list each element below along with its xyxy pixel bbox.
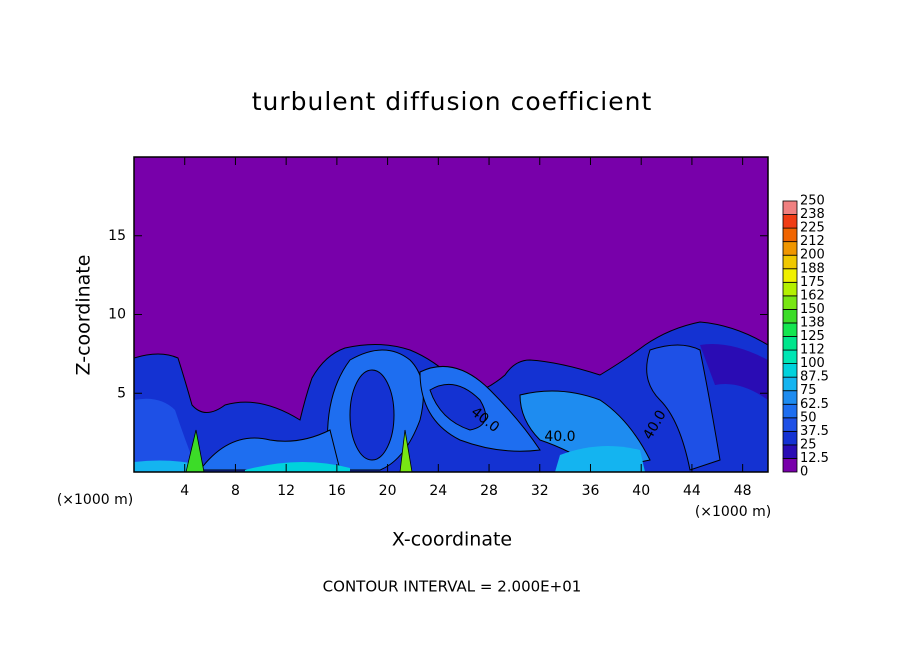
colorbar-label: 50	[800, 410, 817, 425]
colorbar-label: 175	[800, 275, 825, 290]
colorbar-swatch	[782, 295, 798, 310]
x-tick-label: 12	[277, 483, 295, 499]
colorbar-swatch	[782, 268, 798, 283]
x-tick-label: 32	[531, 483, 549, 499]
colorbar-swatch	[782, 254, 798, 270]
x-tick-label: 16	[328, 483, 346, 499]
colorbar-label: 138	[800, 315, 825, 330]
colorbar-swatch	[782, 322, 798, 337]
colorbar-label: 225	[800, 221, 825, 236]
colorbar-swatch	[782, 227, 798, 243]
colorbar-label: 100	[800, 356, 825, 371]
chart-title: turbulent diffusion coefficient	[252, 87, 653, 116]
colorbar-label: 12.5	[800, 451, 829, 466]
colorbar-label: 238	[800, 207, 825, 222]
colorbar-label: 37.5	[800, 424, 829, 439]
colorbar-label: 112	[800, 343, 825, 358]
x-tick-label: 28	[480, 483, 498, 499]
x-tick-label: 40	[632, 483, 650, 499]
y-unit-label: (×1000 m)	[57, 492, 133, 508]
x-axis-label: X-coordinate	[392, 529, 512, 551]
x-tick-label: 20	[379, 483, 397, 499]
colorbar-swatch	[782, 363, 798, 378]
y-tick-label: 5	[117, 385, 126, 401]
colorbar-swatch	[782, 200, 798, 215]
contour-label: 40.0	[544, 429, 575, 445]
y-tick-label: 10	[108, 307, 126, 323]
colorbar-swatch	[782, 308, 798, 324]
x-tick-label: 4	[180, 483, 189, 499]
x-tick-label: 24	[429, 483, 447, 499]
colorbar-swatch	[782, 214, 798, 229]
colorbar-label: 87.5	[800, 370, 829, 385]
x-unit-label: (×1000 m)	[695, 504, 771, 520]
colorbar-label: 150	[800, 302, 825, 317]
colorbar-swatch	[782, 376, 798, 392]
x-tick-label: 48	[734, 483, 752, 499]
colorbar-label: 212	[800, 234, 825, 249]
colorbar-label: 25	[800, 437, 817, 452]
y-axis-label: Z-coordinate	[73, 255, 95, 376]
colorbar-label: 250	[800, 194, 825, 209]
colorbar-swatch	[782, 458, 798, 473]
colorbar-swatch	[782, 241, 798, 256]
colorbar-label: 125	[800, 329, 825, 344]
x-tick-label: 44	[683, 483, 701, 499]
colorbar-label: 62.5	[800, 397, 829, 412]
x-tick-label: 8	[231, 483, 240, 499]
footer-note: CONTOUR INTERVAL = 2.000E+01	[323, 578, 582, 596]
colorbar-label: 0	[800, 465, 808, 480]
colorbar-swatch	[782, 336, 798, 351]
contour-field	[134, 157, 768, 472]
colorbar-swatch	[782, 417, 798, 432]
x-tick-label: 36	[582, 483, 600, 499]
colorbar-label: 162	[800, 288, 825, 303]
colorbar-label: 200	[800, 248, 825, 263]
colorbar-label: 75	[800, 383, 817, 398]
colorbar-swatch	[782, 403, 798, 419]
colorbar-swatch	[782, 430, 798, 446]
colorbar-label: 188	[800, 261, 825, 276]
colorbar-swatch	[782, 444, 798, 459]
colorbar-swatch	[782, 281, 798, 297]
colorbar-swatch	[782, 390, 798, 405]
colorbar-swatch	[782, 349, 798, 364]
y-tick-label: 15	[108, 228, 126, 244]
